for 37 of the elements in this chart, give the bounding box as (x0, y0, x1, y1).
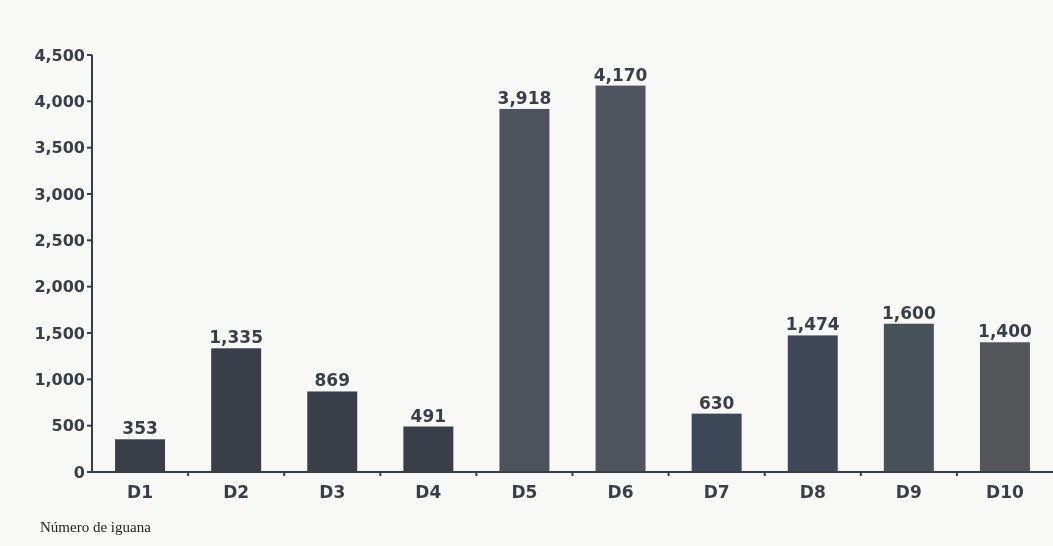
x-tick-label: D3 (319, 482, 346, 502)
data-label: 1,600 (881, 302, 936, 323)
x-tick-label: D9 (895, 482, 922, 502)
bar (979, 342, 1030, 472)
y-tick-label: 4,500 (34, 45, 85, 65)
data-label: 869 (314, 370, 350, 391)
bar (883, 323, 934, 472)
y-tick-label: 500 (51, 416, 85, 436)
x-tick-label: D10 (986, 482, 1024, 502)
y-tick-label: 0 (73, 462, 85, 482)
y-tick-label: 3,000 (34, 184, 85, 204)
data-label: 1,400 (978, 321, 1032, 342)
bar (787, 335, 838, 472)
x-tick-label: D2 (223, 482, 250, 502)
x-tick-label: D6 (607, 482, 634, 502)
y-tick-label: 4,000 (34, 91, 85, 111)
y-tick-label: 1,500 (34, 323, 85, 343)
data-label: 630 (698, 392, 735, 413)
y-tick-label: 2,000 (34, 277, 85, 297)
data-label: 491 (410, 405, 447, 426)
data-label: 353 (122, 418, 158, 439)
bar (595, 85, 646, 472)
x-axis-title: Número de iguana (40, 519, 152, 535)
data-label: 1,474 (785, 314, 840, 335)
bar (691, 413, 742, 472)
bar (499, 108, 550, 472)
data-label: 1,335 (209, 327, 264, 348)
x-tick-label: D7 (703, 482, 730, 502)
y-tick-label: 2,500 (34, 230, 85, 250)
x-tick-label: D8 (799, 482, 826, 502)
data-label: 4,170 (593, 64, 648, 85)
x-tick-label: D1 (127, 482, 154, 502)
x-tick-label: D4 (415, 482, 442, 502)
y-tick-label: 1,000 (34, 369, 85, 389)
x-tick-label: D5 (511, 482, 538, 502)
data-label: 3,918 (497, 87, 552, 108)
y-tick-label: 3,500 (34, 138, 85, 158)
